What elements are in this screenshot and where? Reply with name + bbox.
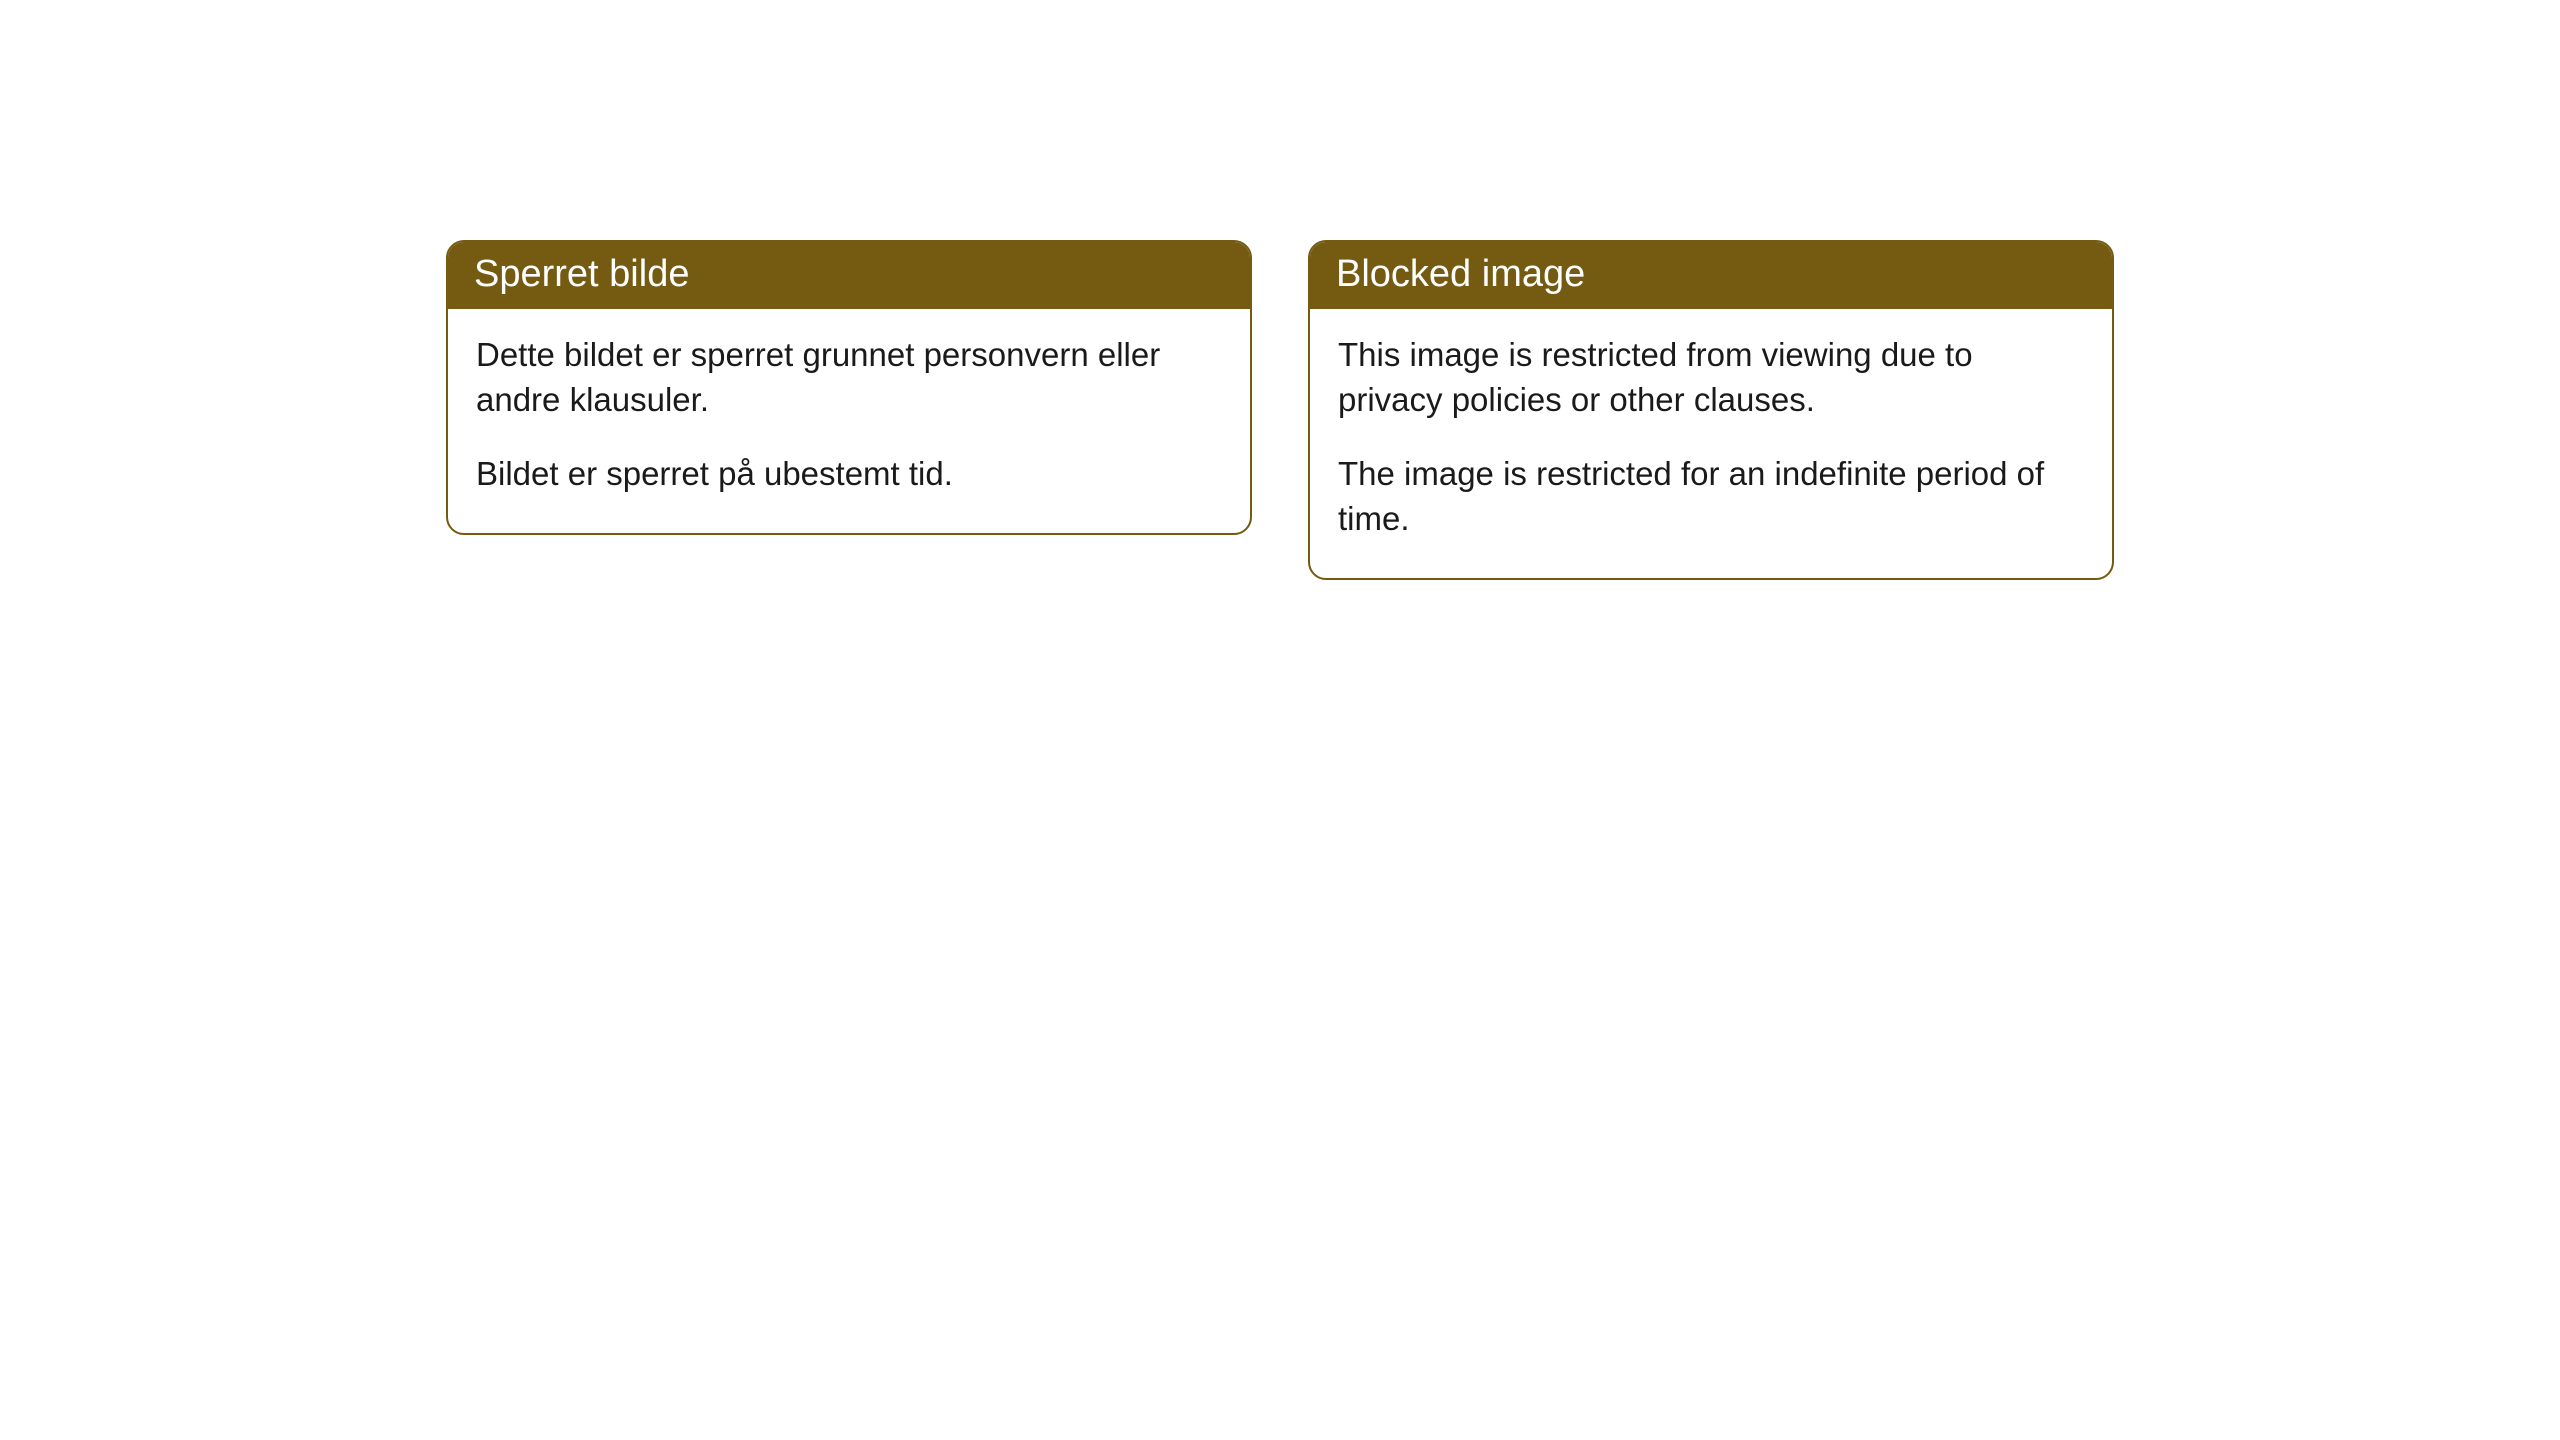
- card-body: This image is restricted from viewing du…: [1310, 309, 2112, 577]
- notice-paragraph: Bildet er sperret på ubestemt tid.: [476, 452, 1222, 497]
- card-header: Blocked image: [1310, 242, 2112, 309]
- card-header: Sperret bilde: [448, 242, 1250, 309]
- notice-paragraph: Dette bildet er sperret grunnet personve…: [476, 333, 1222, 422]
- cards-container: Sperret bilde Dette bildet er sperret gr…: [446, 240, 2114, 1440]
- notice-paragraph: The image is restricted for an indefinit…: [1338, 452, 2084, 541]
- notice-paragraph: This image is restricted from viewing du…: [1338, 333, 2084, 422]
- card-body: Dette bildet er sperret grunnet personve…: [448, 309, 1250, 533]
- card-norwegian: Sperret bilde Dette bildet er sperret gr…: [446, 240, 1252, 535]
- card-english: Blocked image This image is restricted f…: [1308, 240, 2114, 580]
